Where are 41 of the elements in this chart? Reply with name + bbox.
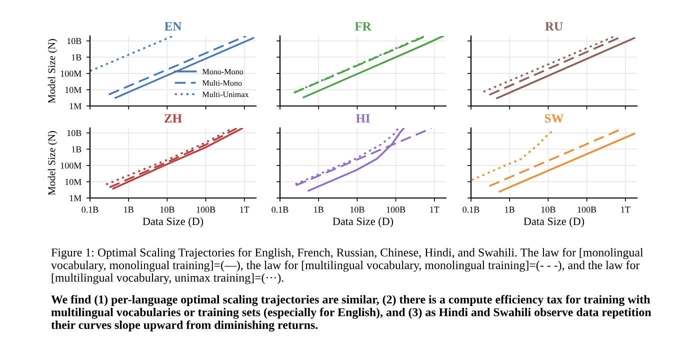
x-tick-label: 10B [350, 206, 364, 213]
x-axis-title: Data Size (D) [332, 217, 394, 228]
legend-label: Multi-Mono [202, 80, 242, 86]
x-tick-label: 1T [621, 206, 630, 213]
y-tick-label: 100M [60, 162, 82, 169]
y-axis-title: Model Size (N) [48, 39, 58, 104]
y-tick-label: 10B [67, 38, 82, 44]
x-tick-label: 100B [386, 206, 406, 213]
text: We find (1) per-language optimal scaling trajectories are similar, (2) there is a compute efficiency tax for training with multilingual vocabularies or training sets (especially for English), and (3) as Hindi and Swahili observe data repetition their curves slope upward from diminishing returns. [51, 295, 652, 332]
y-tick-label: 1M [70, 103, 82, 110]
y-tick-label: 10M [65, 178, 82, 185]
x-tick-label: 0.1B [272, 206, 288, 213]
chart-title: ZH [164, 114, 182, 122]
y-tick-label: 100M [60, 70, 82, 77]
x-tick-label: 0.1B [82, 206, 98, 213]
legend-label: Mono-Mono [202, 68, 244, 74]
x-tick-label: 1B [505, 206, 514, 213]
x-axis-title: Data Size (D) [524, 217, 584, 228]
x-tick-label: 100B [196, 206, 216, 213]
x-tick-label: 100B [578, 206, 596, 213]
chart-title: SW [544, 114, 564, 123]
x-tick-label: 1T [430, 206, 440, 213]
chart-title: EN [164, 22, 182, 30]
y-tick-label: 1B [72, 54, 82, 60]
chart-title: RU [545, 22, 563, 31]
caption: Figure 1: Optimal Scaling Trajectories for English, French, Russian, Chinese, Hindi, and Swahili. The law for [monolingual vocabulary, monolingual training]=(—), the law for [multilingual vocabulary, monolingual training]=(- - -), and the law for [multilingual vocabulary, unimax training]=(···). [51, 248, 644, 284]
x-tick-label: 1B [124, 206, 134, 213]
x-tick-label: 1T [240, 206, 250, 213]
y-tick-label: 10B [67, 130, 82, 136]
y-tick-label: 10M [65, 86, 82, 93]
chart-title: HI [356, 114, 370, 122]
y-tick-label: 1M [70, 195, 82, 202]
x-axis-title: Data Size (D) [142, 217, 204, 228]
legend-label: Multi-Unimax [202, 91, 249, 98]
x-tick-label: 10B [541, 206, 556, 213]
y-tick-label: 1B [72, 146, 82, 152]
x-tick-label: 0.1B [462, 206, 480, 213]
x-tick-label: 10B [160, 206, 174, 213]
x-tick-label: 1B [314, 206, 324, 213]
y-axis-title: Model Size (N) [48, 131, 58, 196]
chart-title: FR [354, 22, 372, 30]
